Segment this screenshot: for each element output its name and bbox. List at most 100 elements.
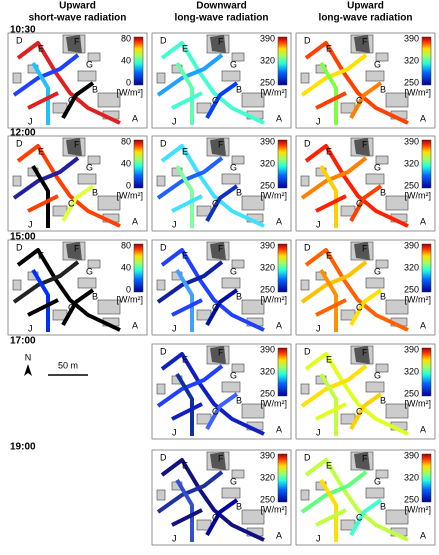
street xyxy=(160,248,265,332)
street xyxy=(304,41,409,125)
site-label: F xyxy=(362,347,368,357)
street xyxy=(315,298,347,317)
street xyxy=(27,298,59,317)
site-label: C xyxy=(356,512,363,522)
colorbar-unit: [W/m²] xyxy=(405,504,432,514)
building xyxy=(12,175,22,187)
colorbar-tick: 40 xyxy=(121,55,131,65)
site-label: A xyxy=(420,113,426,123)
site-label: E xyxy=(182,250,188,260)
street xyxy=(205,392,239,430)
building xyxy=(156,175,166,187)
site-label: E xyxy=(38,146,44,156)
building xyxy=(375,155,389,165)
street xyxy=(16,41,121,125)
site-label: B xyxy=(380,291,386,301)
time-label: 10:30 xyxy=(10,25,36,36)
colorbar-tick: 40 xyxy=(121,262,131,272)
tall-building xyxy=(210,35,226,53)
colorbar-unit: [W/m²] xyxy=(261,504,288,514)
building xyxy=(385,403,409,419)
street xyxy=(61,184,95,222)
street xyxy=(171,402,203,421)
site-label: A xyxy=(420,424,426,434)
site-label: D xyxy=(304,35,311,45)
colorbar-tick: 80 xyxy=(121,33,131,43)
building xyxy=(241,509,265,525)
site-label: G xyxy=(86,266,93,276)
colorbar-tick: 390 xyxy=(404,240,419,250)
colorbar xyxy=(421,453,432,503)
site-label: B xyxy=(380,501,386,511)
map-panel: D E F G B C J A 390 320 250[W/m²] xyxy=(295,135,436,232)
site-label: C xyxy=(212,512,219,522)
street xyxy=(171,298,203,317)
site-label: F xyxy=(362,36,368,46)
street xyxy=(175,372,194,436)
column-title-line1: Upward xyxy=(347,1,384,12)
street xyxy=(349,498,383,536)
site-label: E xyxy=(182,354,188,364)
building xyxy=(221,381,241,393)
tall-building xyxy=(354,346,370,364)
street xyxy=(160,352,265,436)
map-panel: D E F G B C J A 390 320 250[W/m²] xyxy=(295,239,436,336)
street xyxy=(315,91,347,110)
building xyxy=(87,259,101,269)
street xyxy=(171,91,203,110)
street xyxy=(205,498,239,536)
column-title-line2: long-wave radiation xyxy=(319,13,413,24)
building xyxy=(221,70,241,82)
building xyxy=(231,363,245,373)
building xyxy=(87,155,101,165)
column-title-line1: Downward xyxy=(196,1,247,12)
colorbar-tick: 320 xyxy=(404,262,419,272)
site-label: B xyxy=(380,84,386,94)
building xyxy=(385,195,409,211)
building xyxy=(300,279,310,291)
street xyxy=(31,268,50,332)
building xyxy=(300,383,310,395)
street xyxy=(349,392,383,430)
street xyxy=(319,268,338,332)
site-label: A xyxy=(276,113,282,123)
building xyxy=(97,299,121,315)
colorbar-tick: 320 xyxy=(404,472,419,482)
street xyxy=(205,184,239,222)
colorbar-tick: 390 xyxy=(260,33,275,43)
colorbar-tick: 390 xyxy=(260,344,275,354)
building xyxy=(156,72,166,84)
colorbar-unit: [W/m²] xyxy=(261,87,288,97)
colorbar-tick: 250 xyxy=(260,284,275,294)
street xyxy=(61,81,95,119)
colorbar xyxy=(421,36,432,86)
site-label: C xyxy=(68,198,75,208)
colorbar-tick: 390 xyxy=(404,344,419,354)
site-label: C xyxy=(356,95,363,105)
colorbar xyxy=(133,243,144,293)
site-label: E xyxy=(326,250,332,260)
street xyxy=(349,288,383,326)
building xyxy=(375,52,389,62)
site-label: C xyxy=(212,95,219,105)
site-label: B xyxy=(236,84,242,94)
colorbar xyxy=(421,243,432,293)
site-label: A xyxy=(276,216,282,226)
street xyxy=(156,470,224,514)
colorbar-tick: 80 xyxy=(121,136,131,146)
colorbar-tick: 250 xyxy=(260,494,275,504)
site-label: E xyxy=(182,146,188,156)
site-label: G xyxy=(230,370,237,380)
colorbar-unit: [W/m²] xyxy=(117,190,144,200)
building xyxy=(231,259,245,269)
site-label: D xyxy=(304,138,311,148)
north-label: N xyxy=(25,352,32,362)
colorbar-tick: 320 xyxy=(260,158,275,168)
colorbar-unit: [W/m²] xyxy=(405,398,432,408)
colorbar xyxy=(277,347,288,397)
site-label: B xyxy=(236,501,242,511)
building xyxy=(77,70,97,82)
building xyxy=(221,277,241,289)
colorbar-tick: 390 xyxy=(260,240,275,250)
